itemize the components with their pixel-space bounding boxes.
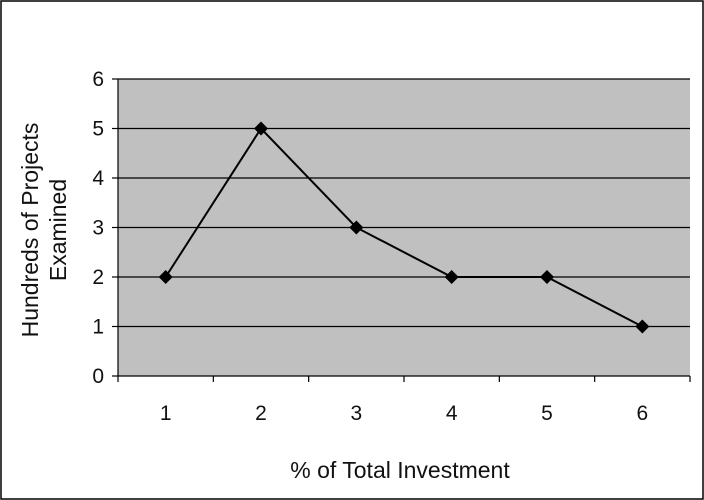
y-tick-label: 6 — [92, 68, 104, 91]
y-tick-label: 2 — [92, 266, 104, 289]
x-tick-label: 5 — [541, 402, 553, 425]
y-axis-label-line-1: Hundreds of Projects — [17, 123, 43, 338]
x-tick-label: 3 — [350, 402, 362, 425]
x-tick-label: 2 — [255, 402, 267, 425]
data-point-5 — [540, 270, 554, 284]
data-point-2 — [254, 121, 268, 136]
x-axis-ticks: 1 2 3 4 5 6 — [117, 376, 691, 425]
y-axis-label: Hundreds of Projects Examined — [17, 123, 71, 338]
data-point-3 — [349, 220, 364, 235]
y-axis-ticks: 0 1 2 3 4 5 6 — [92, 68, 118, 388]
x-tick-label: 4 — [446, 402, 458, 425]
x-tick-label: 1 — [160, 402, 172, 425]
y-tick-label: 0 — [92, 365, 104, 388]
x-tick-label: 6 — [636, 402, 648, 425]
x-axis-label: % of Total Investment — [290, 457, 510, 483]
y-tick-label: 5 — [92, 118, 104, 141]
gridlines — [118, 78, 690, 328]
y-tick-label: 3 — [92, 217, 104, 240]
data-markers — [158, 121, 650, 334]
y-tick-label: 1 — [92, 316, 104, 339]
y-tick-label: 4 — [92, 167, 104, 190]
data-point-1 — [158, 270, 173, 284]
y-axis-label-line-2: Examined — [45, 179, 71, 281]
data-point-6 — [635, 319, 650, 334]
series-line — [164, 126, 643, 328]
data-point-4 — [444, 270, 459, 284]
